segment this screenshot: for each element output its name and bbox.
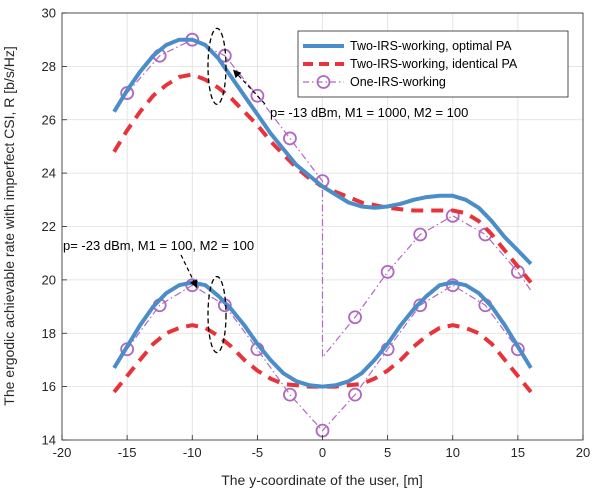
x-tick-label: 5 bbox=[384, 445, 391, 460]
x-tick-label: 15 bbox=[511, 445, 525, 460]
ticks: -20 -15 -10 -5 0 5 10 15 20 14 16 18 20 22 24 26 28 30 bbox=[42, 6, 591, 461]
legend-marker-one-irs bbox=[316, 75, 331, 89]
y-tick-label: 30 bbox=[42, 6, 56, 21]
series-marker-one-irs bbox=[413, 227, 428, 242]
y-tick-label: 14 bbox=[42, 433, 56, 448]
y-tick-label: 16 bbox=[42, 379, 56, 394]
series-line-optimal-p23 bbox=[112, 280, 533, 389]
series-marker-one-irs bbox=[348, 310, 362, 325]
series-marker-one-irs bbox=[413, 298, 428, 313]
annotation-text-lower: p= -23 dBm, M1 = 100, M2 = 100 bbox=[63, 238, 254, 253]
y-axis-label: The ergodic achievable rate with imperfe… bbox=[1, 46, 17, 405]
annotation-ellipse-upper bbox=[207, 27, 227, 106]
legend: Two-IRS-working, optimal PA Two-IRS-work… bbox=[297, 30, 569, 98]
series-marker-one-irs bbox=[283, 131, 297, 146]
y-tick-label: 26 bbox=[42, 112, 56, 127]
x-axis-label: The y-coordinate of the user, [m] bbox=[221, 472, 423, 488]
x-tick-label: 0 bbox=[319, 445, 326, 460]
series-line-optimal-p13 bbox=[112, 37, 533, 266]
x-tick-label: 20 bbox=[576, 445, 590, 460]
y-tick-label: 28 bbox=[42, 59, 56, 74]
x-tick-label: -20 bbox=[53, 445, 72, 460]
series-marker-one-irs bbox=[250, 88, 265, 103]
legend-entry-optimal: Two-IRS-working, optimal PA bbox=[350, 39, 512, 53]
annotation-arrow-lower bbox=[180, 254, 198, 289]
x-tick-label: 10 bbox=[446, 445, 460, 460]
y-tick-label: 20 bbox=[42, 272, 56, 287]
series-layer bbox=[112, 32, 533, 438]
x-tick-label: -5 bbox=[252, 445, 264, 460]
y-tick-label: 24 bbox=[42, 166, 56, 181]
annotation-text-upper: p= -13 dBm, M1 = 1000, M2 = 100 bbox=[270, 105, 468, 120]
annotation-arrow-upper bbox=[233, 69, 266, 105]
y-tick-label: 18 bbox=[42, 326, 56, 341]
series-marker-one-irs bbox=[283, 387, 297, 402]
y-tick-label: 22 bbox=[42, 219, 56, 234]
annotation-ellipse-lower bbox=[207, 275, 227, 354]
x-tick-label: -10 bbox=[183, 445, 202, 460]
annotations: p= -13 dBm, M1 = 1000, M2 = 100 p= -23 dB… bbox=[63, 27, 468, 354]
x-tick-label: -15 bbox=[118, 445, 137, 460]
legend-entry-one-irs: One-IRS-working bbox=[350, 75, 446, 89]
series-marker-one-irs bbox=[380, 264, 395, 279]
series-marker-one-irs bbox=[348, 387, 362, 402]
legend-entry-identical: Two-IRS-working, identical PA bbox=[350, 57, 518, 71]
